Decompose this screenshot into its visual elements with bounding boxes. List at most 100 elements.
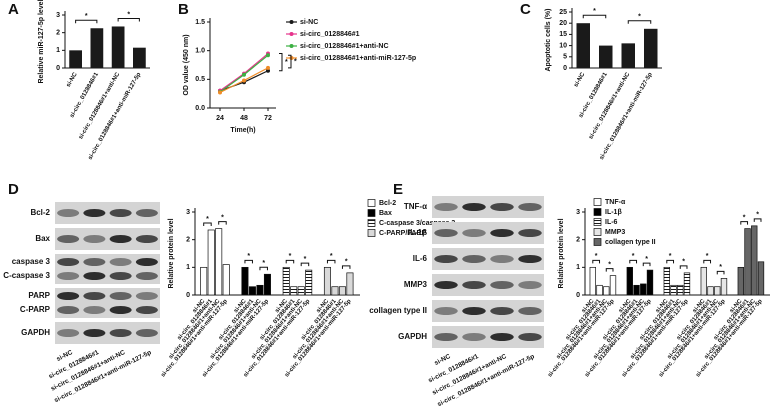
significance-bracket — [605, 268, 614, 272]
blot-band — [135, 272, 158, 280]
marker — [218, 90, 222, 95]
bar — [290, 286, 298, 296]
blot-band — [518, 333, 542, 341]
blot-row — [55, 322, 160, 344]
y-tick-label: 0 — [56, 65, 60, 72]
bar — [305, 269, 313, 296]
marker — [266, 53, 270, 58]
bar — [621, 43, 635, 68]
bar — [609, 275, 617, 296]
legend-label: IL-1β — [605, 209, 622, 216]
x-tick-label: 72 — [264, 115, 272, 122]
legend-label: C-caspase 3/caspase 3 — [379, 220, 455, 227]
bar — [589, 266, 596, 296]
bar — [670, 284, 677, 296]
y-tick-label: 25 — [559, 9, 567, 16]
legend-swatch — [593, 198, 602, 206]
blot-row — [432, 196, 544, 218]
blot-band — [462, 281, 486, 289]
significance-mark: * — [330, 253, 333, 260]
significance-bracket — [716, 270, 725, 275]
marker — [242, 78, 246, 83]
blot-band — [490, 229, 514, 237]
bar — [683, 272, 691, 296]
legend-label: MMP3 — [605, 229, 625, 236]
significance-mark: * — [262, 260, 265, 267]
legend-swatch — [367, 219, 376, 227]
blot-row — [432, 248, 544, 270]
y-tick-label: 2 — [186, 237, 190, 244]
y-tick-label: 15 — [559, 31, 567, 38]
blot-label: GAPDH — [398, 332, 427, 341]
significance-bracket — [259, 266, 268, 271]
bar — [737, 266, 744, 296]
blot-label: MMP3 — [404, 280, 428, 289]
y-tick-label: 0.5 — [195, 76, 205, 83]
blot-row — [55, 228, 160, 250]
blot-band — [462, 307, 486, 315]
blot-band — [135, 329, 158, 337]
significance-bracket — [740, 221, 749, 225]
blot-band — [434, 203, 458, 211]
blot-label: Bcl-2 — [30, 208, 50, 217]
legend-swatch — [367, 229, 376, 237]
y-tick-label: 1 — [576, 264, 580, 271]
lane-label: si-NC — [56, 349, 75, 363]
bar — [644, 28, 658, 68]
significance-mark: * — [595, 253, 598, 260]
blot-band — [83, 306, 106, 314]
y-tick-label: 1.5 — [195, 19, 205, 26]
significance-mark: * — [743, 214, 746, 221]
bar — [646, 269, 654, 296]
bar — [744, 228, 751, 296]
bar — [751, 225, 758, 296]
marker — [242, 72, 246, 77]
blot-band — [83, 329, 106, 337]
y-tick-label: 3 — [186, 209, 190, 216]
y-tick-label: 2 — [56, 30, 60, 37]
blot-band — [490, 307, 514, 315]
blot-label: Bax — [35, 234, 50, 243]
y-axis-label: Relative protein level — [168, 218, 175, 288]
significance-bracket — [288, 54, 292, 69]
significance-mark: * — [127, 11, 130, 18]
blot-band — [135, 209, 158, 217]
x-tick-label: si-circ_0128846#1+anti-NC — [588, 71, 631, 140]
significance-bracket — [285, 259, 295, 264]
significance-mark: * — [706, 253, 709, 260]
blot-band — [57, 272, 80, 280]
y-tick-label: 1.0 — [195, 48, 205, 55]
x-tick-label: 24 — [216, 115, 224, 122]
legend-label: si-circ_0128846#1+anti-miR-127-5p — [300, 55, 416, 62]
significance-bracket — [582, 14, 607, 19]
significance-mark: * — [645, 256, 648, 263]
legend-label: si-circ_0128846#1+anti-NC — [300, 43, 389, 50]
blot-band — [434, 229, 458, 237]
blot-band — [109, 258, 132, 266]
blot-row — [55, 202, 160, 224]
bar — [263, 273, 271, 296]
bar — [346, 272, 354, 296]
blot-row — [432, 274, 544, 296]
bar — [323, 266, 331, 296]
bar — [111, 26, 125, 68]
blot-band — [462, 255, 486, 263]
bar — [207, 229, 215, 296]
legend-swatch — [367, 209, 376, 217]
blot-band — [518, 281, 542, 289]
panel-label: A — [8, 1, 19, 18]
blot-label: TNF-α — [404, 202, 427, 211]
blot-band — [462, 229, 486, 237]
bar — [297, 286, 305, 296]
significance-bracket — [666, 259, 675, 264]
significance-bracket — [592, 259, 601, 264]
legend-swatch — [593, 228, 602, 236]
legend-label: Bax — [379, 210, 392, 217]
bar — [222, 264, 230, 296]
x-tick-label: si-NC — [66, 71, 79, 88]
blot-band — [109, 329, 132, 337]
marker — [266, 68, 270, 73]
bar — [576, 23, 590, 68]
significance-bracket — [642, 262, 651, 267]
